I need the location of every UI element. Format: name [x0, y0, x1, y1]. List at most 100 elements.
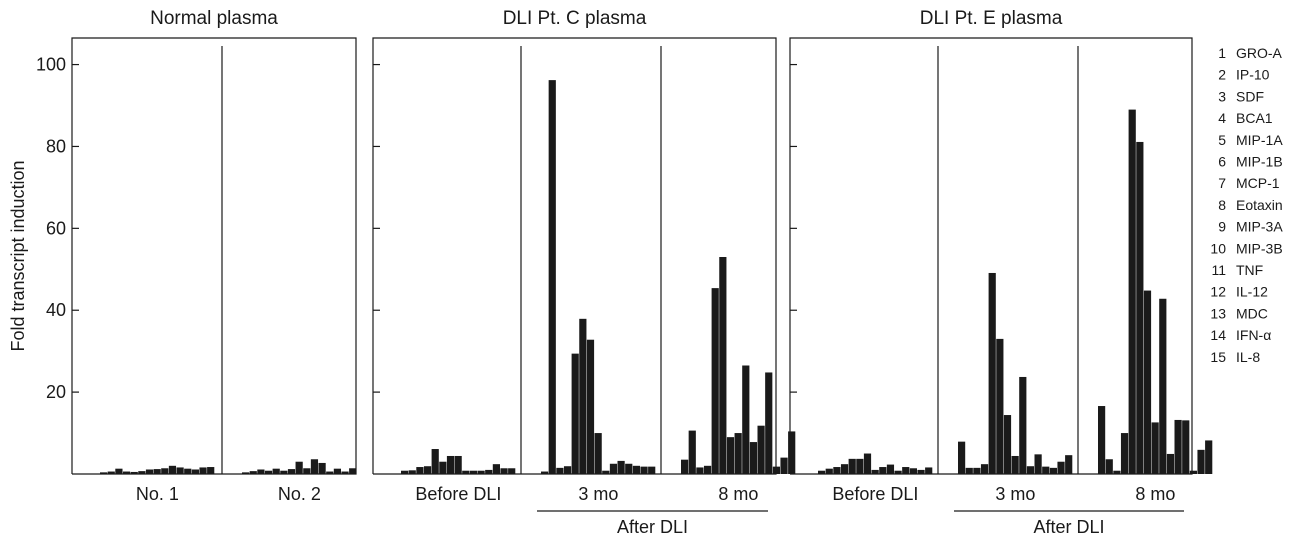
bar [145, 469, 154, 474]
bar [602, 470, 610, 474]
bar [423, 466, 432, 474]
y-tick-label: 100 [36, 55, 66, 75]
legend-label: IP-10 [1236, 67, 1270, 83]
legend-label: MIP-1B [1236, 154, 1283, 170]
bar [431, 449, 439, 474]
panel-3: DLI Pt. E plasma Before DLI 3 mo 8 mo After … [789, 8, 1213, 537]
legend-label: SDF [1236, 88, 1264, 104]
group-label: No. 2 [278, 484, 321, 504]
bar [303, 468, 311, 474]
bar [287, 469, 296, 474]
bar [1143, 290, 1152, 474]
legend-number: 6 [1218, 154, 1226, 170]
bar [726, 437, 735, 474]
bar [1105, 459, 1113, 474]
bar [1065, 455, 1073, 474]
bar [257, 469, 265, 474]
bar [454, 455, 462, 474]
bar [1057, 461, 1065, 474]
bar [541, 471, 549, 474]
legend-label: MDC [1236, 305, 1268, 321]
bar [742, 365, 750, 474]
bar [840, 464, 849, 474]
bar [886, 464, 895, 474]
bar [719, 257, 727, 474]
panel-title: DLI Pt. E plasma [920, 8, 1063, 29]
y-tick-label: 60 [46, 218, 66, 238]
panel-title: Normal plasma [150, 8, 278, 29]
bar [161, 468, 169, 474]
bar [130, 471, 138, 474]
after-dli-label: After DLI [617, 517, 688, 537]
panel-frame [71, 37, 357, 475]
bar [825, 468, 833, 474]
bar [1026, 466, 1035, 474]
legend-label: MCP-1 [1236, 175, 1280, 191]
bar [264, 470, 273, 474]
legend-number: 4 [1218, 110, 1226, 126]
bar [818, 470, 826, 474]
bar [871, 469, 879, 474]
bar [856, 458, 864, 474]
legend-label: IFN-α [1236, 327, 1271, 343]
bar [272, 468, 280, 474]
panel-2: DLI Pt. C plasma Before DLI 3 mo 8 mo After … [372, 8, 796, 537]
legend-number: 5 [1218, 132, 1226, 148]
bar [917, 469, 925, 474]
bar [115, 468, 123, 474]
bar [462, 470, 470, 474]
bar [1113, 470, 1121, 474]
bar [153, 469, 161, 474]
bar [184, 468, 192, 474]
bar [477, 470, 485, 474]
group-label: 3 mo [995, 484, 1035, 504]
bar [1120, 433, 1129, 474]
bar [318, 462, 326, 474]
bar [122, 471, 131, 474]
after-dli-label: After DLI [1033, 517, 1104, 537]
bar [333, 468, 341, 474]
bar [848, 458, 856, 474]
bar [625, 463, 633, 474]
bar [902, 467, 910, 474]
legend-number: 8 [1218, 197, 1226, 213]
bar [788, 431, 796, 474]
legend-label: Eotaxin [1236, 197, 1283, 213]
bar [492, 464, 500, 474]
bar [548, 80, 556, 475]
bar [973, 467, 981, 474]
bar [446, 455, 455, 474]
bar [681, 459, 689, 474]
bar [563, 466, 572, 474]
bar [879, 467, 887, 474]
legend-label: MIP-3B [1236, 240, 1283, 256]
legend-number: 7 [1218, 175, 1226, 191]
bar [571, 353, 579, 474]
legend-label: BCA1 [1236, 110, 1273, 126]
bar [594, 433, 602, 474]
bar [711, 288, 719, 474]
bar [439, 461, 447, 474]
legend-number: 10 [1210, 240, 1226, 256]
legend-number: 2 [1218, 67, 1226, 83]
bar [349, 468, 357, 474]
legend-number: 11 [1211, 262, 1226, 278]
bar [138, 471, 146, 474]
bar [909, 468, 917, 474]
legend-number: 3 [1218, 88, 1226, 104]
group-label: 8 mo [718, 484, 758, 504]
bar [894, 470, 902, 474]
bar [980, 464, 989, 474]
bar [586, 339, 595, 474]
group-label: No. 1 [136, 484, 179, 504]
bar [500, 468, 508, 474]
bar [107, 471, 115, 474]
bar [863, 453, 872, 474]
legend-number: 13 [1210, 305, 1226, 321]
bar [401, 470, 409, 474]
legend-label: GRO-A [1236, 45, 1283, 61]
bar [416, 467, 424, 474]
chart-panels: Normal plasma 20 40 60 80 100 No. 1 No. 2 DLI Pt… [36, 8, 1213, 537]
bar [780, 457, 788, 474]
y-tick-label: 20 [46, 382, 66, 402]
